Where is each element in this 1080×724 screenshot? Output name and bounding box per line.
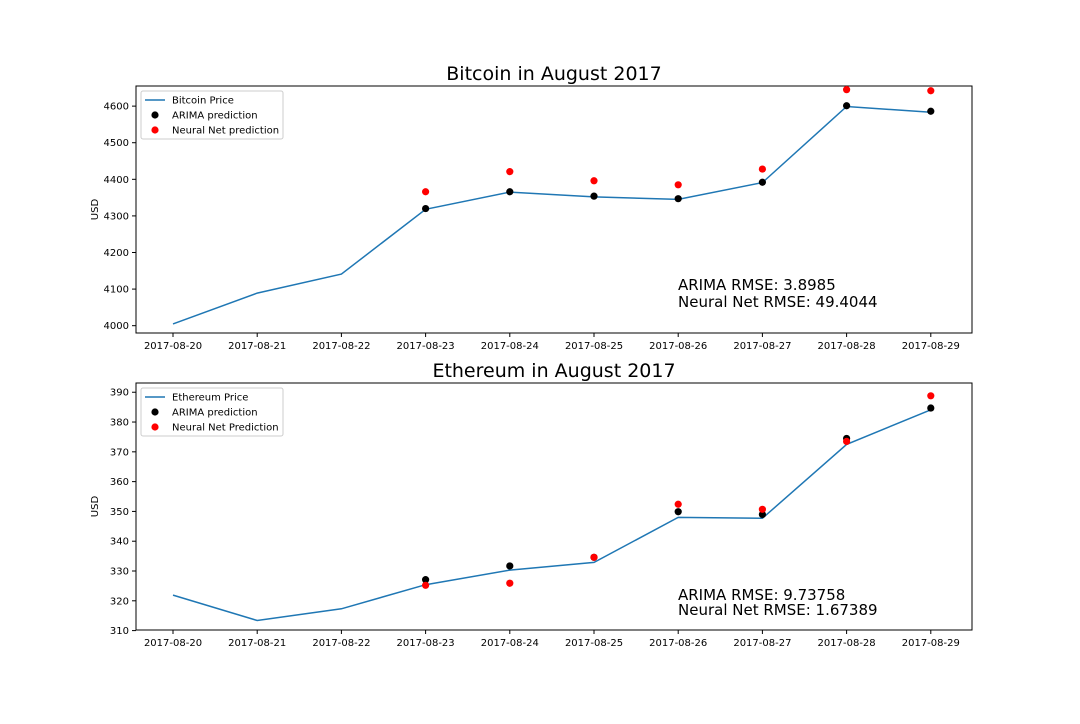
nn-point [506, 579, 514, 587]
axes-frame [135, 85, 973, 334]
nn-point [422, 581, 430, 589]
x-tick-label: 2017-08-28 [818, 341, 876, 352]
chart-title: Ethereum in August 2017 [432, 360, 675, 382]
price-line [172, 409, 932, 622]
y-tick-label: 380 [110, 418, 129, 429]
nn-point [758, 505, 767, 513]
legend: Bitcoin Price ARIMA prediction Neural Net … [140, 90, 284, 140]
nn-point [674, 181, 682, 189]
axes-frame [135, 382, 973, 631]
y-tick-label: 330 [110, 567, 129, 578]
y-tick-label: 4500 [104, 138, 129, 149]
y-tick-label: 4300 [104, 211, 129, 222]
legend-label: Neural Net prediction [172, 126, 279, 137]
x-tick-label: 2017-08-23 [397, 341, 455, 352]
nn-point [843, 437, 851, 445]
x-tick-label: 2017-08-20 [144, 341, 202, 352]
arima-point [674, 508, 682, 516]
nn-point [927, 87, 935, 95]
arima-point [758, 510, 767, 518]
legend-label: Neural Net Prediction [172, 423, 279, 434]
x-tick-label: 2017-08-20 [144, 638, 202, 649]
legend-label: ARIMA prediction [172, 111, 258, 122]
rmse-annotation: ARIMA RMSE: 3.8985 [678, 276, 836, 294]
y-axis-label: USD [90, 496, 101, 518]
x-tick-label: 2017-08-23 [397, 638, 455, 649]
legend-box [140, 387, 284, 437]
y-tick-label: 370 [110, 447, 129, 458]
nn-point [758, 165, 767, 173]
x-tick-label: 2017-08-26 [649, 341, 707, 352]
x-tick-label: 2017-08-22 [312, 638, 370, 649]
arima-point [927, 107, 935, 115]
y-tick-label: 360 [110, 477, 129, 488]
nn-point [422, 188, 430, 196]
legend-nn-swatch [151, 126, 159, 134]
arima-point [422, 576, 430, 584]
arima-point [506, 562, 514, 570]
x-tick-label: 2017-08-25 [565, 638, 623, 649]
chart-panel-1: Bitcoin in August 2017 2017-08-20 2017-08-… [90, 63, 973, 352]
y-axis-label: USD [90, 199, 101, 221]
x-tick-label: 2017-08-24 [481, 638, 539, 649]
arima-point [843, 102, 851, 110]
nn-point [590, 553, 598, 561]
arima-point [422, 204, 430, 213]
arima-point [674, 195, 682, 203]
rmse-annotation: ARIMA RMSE: 9.73758 [678, 586, 845, 604]
price-line [172, 105, 931, 325]
legend-nn-swatch [151, 423, 159, 431]
y-tick-label: 320 [110, 596, 129, 607]
y-tick-label: 4400 [104, 175, 129, 186]
x-tick-label: 2017-08-27 [733, 341, 791, 352]
legend-box [140, 90, 284, 140]
arima-point [927, 404, 935, 412]
x-tick-label: 2017-08-27 [733, 638, 791, 649]
rmse-annotation: Neural Net RMSE: 49.4044 [678, 293, 878, 311]
x-tick-label: 2017-08-28 [818, 638, 876, 649]
arima-point [758, 178, 767, 186]
x-tick-label: 2017-08-24 [481, 341, 539, 352]
y-tick-label: 4100 [104, 285, 129, 296]
rmse-annotation: Neural Net RMSE: 1.67389 [678, 601, 878, 619]
chart-panel-2: Ethereum in August 2017 2017-08-20 2017-08… [90, 360, 973, 649]
y-tick-label: 4600 [104, 102, 129, 113]
chart-title: Bitcoin in August 2017 [446, 63, 661, 85]
y-tick-label: 310 [110, 626, 129, 637]
arima-point [590, 192, 598, 200]
x-tick-label: 2017-08-26 [649, 638, 707, 649]
nn-point [674, 500, 682, 508]
y-tick-label: 390 [110, 388, 129, 399]
x-tick-label: 2017-08-29 [902, 341, 960, 352]
nn-point [843, 86, 851, 94]
legend-label: ARIMA prediction [172, 408, 258, 419]
x-tick-label: 2017-08-25 [565, 341, 623, 352]
x-tick-label: 2017-08-29 [902, 638, 960, 649]
nn-point [927, 392, 935, 400]
nn-point [590, 177, 598, 185]
x-tick-label: 2017-08-21 [228, 638, 286, 649]
arima-point [506, 188, 514, 196]
legend-arima-swatch [151, 111, 159, 119]
legend-label: Bitcoin Price [172, 96, 234, 107]
x-tick-label: 2017-08-22 [312, 341, 370, 352]
nn-point [506, 168, 514, 176]
legend-arima-swatch [151, 408, 159, 416]
y-tick-label: 4000 [104, 321, 129, 332]
x-tick-label: 2017-08-21 [228, 341, 286, 352]
legend: Ethereum Price ARIMA prediction Neural Net… [140, 387, 284, 437]
legend-label: Ethereum Price [172, 393, 248, 404]
y-tick-label: 350 [110, 507, 129, 518]
y-tick-label: 4200 [104, 248, 129, 259]
y-tick-label: 340 [110, 537, 129, 548]
